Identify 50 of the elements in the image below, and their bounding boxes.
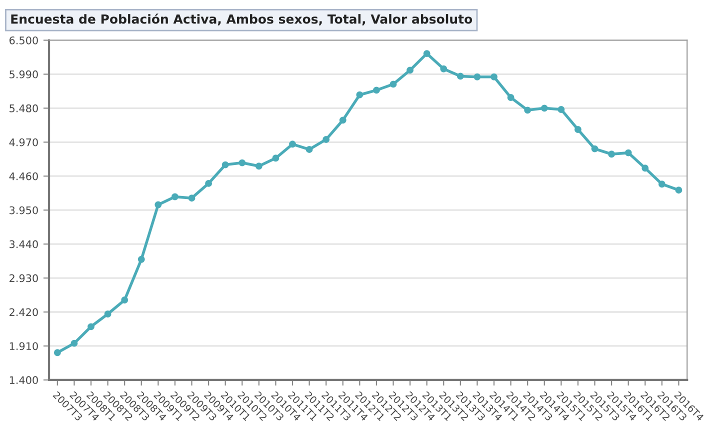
y-tick-label: 4.970 [9, 138, 38, 146]
point [406, 66, 414, 74]
point [591, 145, 598, 152]
point [238, 159, 246, 166]
point [524, 106, 532, 114]
y-tick-label: 2.420 [10, 308, 38, 316]
y-tick-label: 1.400 [10, 376, 38, 384]
point [624, 149, 632, 156]
point [322, 136, 330, 143]
point [540, 104, 548, 112]
point [188, 194, 196, 202]
point [390, 80, 397, 88]
point [356, 91, 364, 98]
point [490, 73, 498, 80]
point [474, 73, 481, 80]
point [507, 94, 514, 101]
y-tick-label: 5.990 [10, 70, 38, 78]
point [306, 146, 313, 153]
y-tick-label: 2.930 [10, 274, 38, 282]
point [289, 140, 296, 148]
point [171, 193, 178, 200]
point [205, 180, 212, 187]
point [558, 106, 565, 113]
point [88, 323, 94, 330]
point [456, 72, 464, 80]
y-tick-label: 3.440 [10, 240, 38, 248]
point [423, 50, 430, 58]
y-tick-label: 3.950 [10, 206, 38, 214]
point [608, 150, 616, 158]
point [440, 65, 448, 72]
y-tick-label: 5.480 [10, 104, 38, 112]
point [642, 164, 649, 172]
point [675, 186, 682, 194]
y-tick-label: 4.460 [9, 172, 38, 180]
point [154, 201, 162, 208]
point [104, 310, 112, 318]
point [658, 180, 666, 188]
point [222, 161, 229, 168]
y-tick-label: 1.910 [10, 342, 38, 350]
point [339, 116, 346, 124]
point [121, 296, 128, 304]
point [574, 126, 582, 133]
y-tick-label: 6.500 [10, 36, 38, 44]
point [70, 340, 78, 347]
point [272, 154, 280, 162]
point [255, 162, 262, 170]
chart-title: Encuesta de Población Activa, Ambos sexos, Total, Valor absoluto [11, 14, 472, 26]
point [54, 349, 61, 356]
point [138, 256, 145, 263]
point [372, 86, 380, 94]
